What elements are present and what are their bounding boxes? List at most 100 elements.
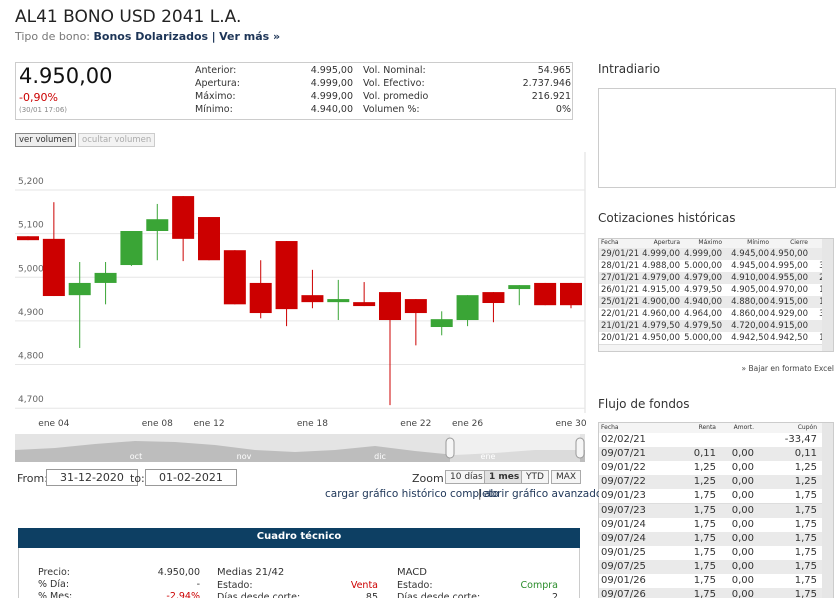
table-cell: 4.964,00 xyxy=(684,309,722,319)
table-cell: 1,75 xyxy=(794,504,817,516)
tech-label: % Día: xyxy=(38,579,70,590)
navigator-month: dic xyxy=(374,452,386,461)
table-row: 09/07/23 1,75 0,00 1,75 xyxy=(599,503,822,519)
x-tick-label: ene 08 xyxy=(142,419,173,429)
stat-value: 4.999,00 xyxy=(310,91,353,102)
volume-button[interactable]: ocultar volumen xyxy=(78,133,156,147)
table-cell: 4.955,00 xyxy=(770,273,808,283)
candle-body xyxy=(430,319,453,328)
table-cell: 4.915,00 xyxy=(642,285,680,295)
tech-value: 85 xyxy=(365,592,378,598)
candle-body xyxy=(249,282,272,314)
table-cell: 4.900,00 xyxy=(642,297,680,307)
table-cell: 4.905,00 xyxy=(731,285,769,295)
table-row: 09/01/23 1,75 0,00 1,75 xyxy=(599,489,822,505)
table-cell: 09/07/23 xyxy=(601,504,646,516)
table-cell: 1,25 xyxy=(794,462,817,474)
zoom-button[interactable]: 10 días xyxy=(445,470,488,484)
history-rows: 29/01/21 4.999,00 4.999,00 4.945,00 4.950,00… xyxy=(599,248,822,351)
table-cell: 4.915,00 xyxy=(770,297,808,307)
table-header: Fecha xyxy=(601,424,619,431)
download-link[interactable]: » Bajar en formato Excel xyxy=(741,364,834,373)
section-title: Flujo de fondos xyxy=(598,397,690,411)
candle-body xyxy=(42,238,65,297)
table-cell: 4.942,50 xyxy=(731,333,769,343)
table-cell: 1,75 xyxy=(693,589,716,598)
table-cell: 0,00 xyxy=(731,476,754,488)
advanced-link[interactable]: abrir gráfico avanzado xyxy=(484,488,603,500)
table-cell: 4.979,50 xyxy=(642,321,680,331)
table-cell: 4.979,00 xyxy=(642,273,680,283)
table-cell: 1,75 xyxy=(693,504,716,516)
navigator-handle[interactable] xyxy=(575,437,585,459)
table-cell: 4.942,50 xyxy=(770,333,808,343)
table-cell: 02/02/21 xyxy=(601,434,646,445)
from-label: From: xyxy=(17,472,48,485)
x-tick-label: ene 30 xyxy=(555,419,586,429)
stat-value: 216.921 xyxy=(531,91,571,102)
table-cell: 4.999,00 xyxy=(684,249,722,259)
candle-body xyxy=(560,282,582,306)
section-title: Intradiario xyxy=(598,62,661,76)
volume-button[interactable]: ver volumen xyxy=(15,133,77,147)
table-cell: 22/01/21 xyxy=(601,309,640,319)
separator: | xyxy=(211,30,216,43)
navigator-area xyxy=(15,441,585,462)
table-row: 22/01/21 4.960,00 4.964,00 4.860,00 4.929,00… xyxy=(599,308,822,321)
candle-body xyxy=(534,282,557,306)
x-tick-label: ene 12 xyxy=(193,419,224,429)
tech-value: 4.950,00 xyxy=(157,567,200,578)
candle-body xyxy=(94,272,117,283)
page-title: AL41 BONO USD 2041 L.A. xyxy=(15,7,242,27)
table-cell: 30 xyxy=(819,261,822,271)
candle-body xyxy=(68,282,91,296)
table-cell: 4.720,00 xyxy=(731,321,769,331)
to-input[interactable]: 01-02-2021 xyxy=(145,469,237,486)
table-row: 09/07/24 1,75 0,00 1,75 xyxy=(599,531,822,547)
table-cell: 4.945,00 xyxy=(731,261,769,271)
subtitle: Tipo de bono: Bonos Dolarizados | Ver má… xyxy=(15,30,280,43)
zoom-button[interactable]: MAX xyxy=(551,470,582,484)
table-cell: 0,00 xyxy=(731,546,754,558)
y-tick-label: 5,100 xyxy=(18,221,44,231)
candle-body xyxy=(327,299,350,303)
table-cell: 0,00 xyxy=(731,490,754,502)
navigator-month: nov xyxy=(237,452,252,461)
table-row: 09/07/26 1,75 0,00 1,75 xyxy=(599,588,822,598)
table-cell: 4.929,00 xyxy=(770,309,808,319)
candle-body xyxy=(301,295,324,303)
type-value[interactable]: Bonos Dolarizados xyxy=(93,30,209,43)
y-tick-label: 4,900 xyxy=(18,308,44,318)
zoom-button[interactable]: YTD xyxy=(521,470,549,484)
more-link[interactable]: Ver más » xyxy=(219,30,281,43)
table-cell: 1,75 xyxy=(794,532,817,544)
table-cell: 0,00 xyxy=(731,532,754,544)
table-cell: 0,11 xyxy=(693,448,716,460)
candle-body xyxy=(146,219,169,231)
zoom-button[interactable]: 1 mes xyxy=(484,470,525,484)
to-label: to: xyxy=(130,472,145,485)
table-cell: 09/01/25 xyxy=(601,546,646,558)
history-link[interactable]: cargar gráfico histórico completo xyxy=(325,488,500,500)
cashflow-scrollbar xyxy=(822,423,833,598)
table-cell: 1,75 xyxy=(794,546,817,558)
table-cell: 4.940,00 xyxy=(684,297,722,307)
navigator-month: oct xyxy=(130,452,142,461)
stat-value: 2.737.946 xyxy=(522,78,571,89)
tech-label: Estado: xyxy=(397,580,433,591)
stat-value: 4.999,00 xyxy=(310,78,353,89)
table-cell: 19 xyxy=(819,297,822,307)
table-cell: 1,75 xyxy=(794,490,817,502)
candle-body xyxy=(275,241,298,310)
tech-value: Venta xyxy=(350,580,378,591)
navigator-handle[interactable] xyxy=(445,437,455,459)
navigator-selection[interactable] xyxy=(450,434,580,462)
candle-body xyxy=(172,196,195,239)
type-label: Tipo de bono: xyxy=(15,30,91,43)
table-cell: 5 xyxy=(730,249,822,259)
tech-value: Compra xyxy=(520,580,558,591)
from-input[interactable]: 31-12-2020 xyxy=(46,469,138,486)
table-cell: 09/07/25 xyxy=(601,560,646,572)
table-header: Apertura xyxy=(653,239,680,246)
table-cell: -33,47 xyxy=(784,434,817,445)
